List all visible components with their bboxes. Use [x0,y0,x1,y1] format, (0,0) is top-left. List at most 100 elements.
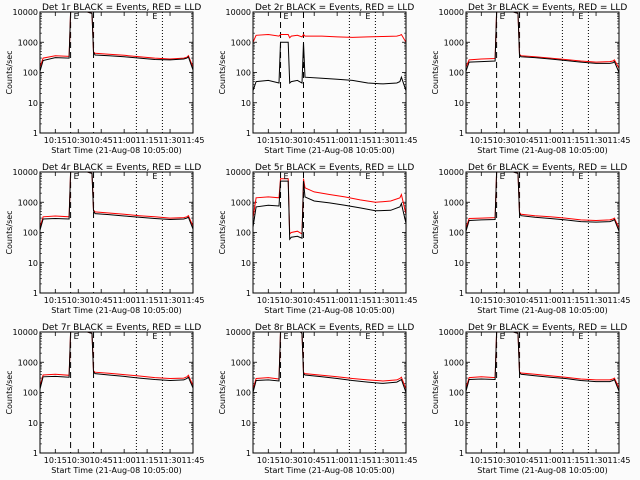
panel-plot: Det 6r BLACK = Events, RED = LLD 1 10 100 10… [431,163,631,315]
x-tick-label: 11:15 [562,136,585,145]
panel-title: Det 5r BLACK = Events, RED = LLD [255,163,414,173]
panel-title: Det 9r BLACK = Events, RED = LLD [468,323,627,333]
x-tick-label: 11:30 [159,456,182,465]
detector-panel: Det 8r BLACK = Events, RED = LLD 1 10 100 10… [213,320,426,480]
y-tick-label: 10000 [439,328,464,337]
panel-plot: Det 3r BLACK = Events, RED = LLD 1 10 100 10… [431,3,631,155]
y-tick-label: 1000 [444,38,464,47]
panel-marker-left: E [74,172,79,181]
events-line [253,332,406,393]
x-tick-label: 10:15 [470,296,493,305]
y-tick-label: 1 [246,449,251,458]
y-tick-label: 1000 [18,38,38,47]
x-tick-label: 10:30 [493,296,516,305]
y-tick-label: 100 [449,389,464,398]
events-line [466,172,619,232]
y-tick-label: 100 [236,229,251,238]
series-group [466,332,619,392]
x-tick-label: 10:15 [44,296,67,305]
panel-marker-left: E [500,12,505,21]
x-tick-label: 10:15 [257,456,280,465]
x-axis-label: Start Time (21-Aug-08 10:05:00) [477,466,608,475]
x-tick-label: 10:15 [257,296,280,305]
x-tick-label: 11:15 [349,136,372,145]
y-axis-label: Counts/sec [431,50,440,94]
y-tick-label: 1 [33,289,38,298]
lld-line [253,178,406,235]
x-tick-label: 11:45 [394,456,417,465]
y-tick-label: 10 [28,259,38,268]
y-axis-label: Counts/sec [218,210,227,254]
x-tick-label: 10:30 [67,136,90,145]
plot-frame [252,11,407,134]
y-tick-label: 1000 [231,358,251,367]
y-tick-label: 10000 [439,8,464,17]
panel-plot: Det 5r BLACK = Events, RED = LLD 1 10 100 10… [218,163,418,315]
y-axis-label: Counts/sec [218,370,227,414]
x-axis-label: Start Time (21-Aug-08 10:05:00) [51,306,182,315]
panel-plot: Det 1r BLACK = Events, RED = LLD 1 10 100 10… [5,3,205,155]
x-tick-label: 11:45 [394,136,417,145]
y-tick-label: 100 [449,229,464,238]
x-axis-label: Start Time (21-Aug-08 10:05:00) [477,306,608,315]
y-tick-label: 100 [449,69,464,78]
x-tick-label: 10:30 [280,456,303,465]
x-tick-label: 11:00 [326,456,349,465]
events-line [40,332,193,390]
x-tick-label: 11:00 [539,456,562,465]
y-tick-label: 10 [28,99,38,108]
series-group [253,33,406,91]
y-tick-label: 10000 [439,168,464,177]
y-tick-label: 10000 [226,8,251,17]
x-tick-label: 11:15 [136,296,159,305]
y-tick-label: 1000 [18,198,38,207]
lld-line [466,12,619,69]
detector-panel: Det 3r BLACK = Events, RED = LLD 1 10 100 10… [426,0,639,160]
plot-frame [39,11,194,134]
panel-marker-left: E [500,332,505,341]
x-tick-label: 10:15 [470,136,493,145]
panel-marker-right: E [578,332,583,341]
plot-frame [39,331,194,454]
events-line [253,41,406,91]
y-tick-label: 1000 [444,358,464,367]
panel-plot: Det 2r BLACK = Events, RED = LLD 1 10 100 10… [218,3,418,155]
x-tick-label: 10:30 [493,136,516,145]
y-axis-label: Counts/sec [431,370,440,414]
x-tick-label: 11:45 [607,456,630,465]
x-tick-label: 11:45 [181,296,204,305]
panel-marker-left: E [74,12,79,21]
x-tick-label: 11:00 [113,296,136,305]
y-axis-label: Counts/sec [5,370,14,414]
y-axis-label: Counts/sec [5,210,14,254]
x-tick-label: 11:15 [136,456,159,465]
y-tick-label: 10000 [13,8,38,17]
y-tick-label: 1 [459,449,464,458]
x-tick-label: 10:30 [67,296,90,305]
x-tick-label: 11:15 [562,456,585,465]
x-tick-label: 11:30 [372,136,395,145]
x-tick-label: 11:30 [372,296,395,305]
panel-title: Det 8r BLACK = Events, RED = LLD [255,323,414,333]
y-tick-label: 1 [246,129,251,138]
y-tick-label: 100 [23,389,38,398]
detector-panel: Det 7r BLACK = Events, RED = LLD 1 10 100 10… [0,320,213,480]
x-tick-label: 11:30 [159,136,182,145]
x-tick-label: 10:45 [90,296,113,305]
events-line [40,12,193,72]
panel-title: Det 2r BLACK = Events, RED = LLD [255,3,414,13]
x-axis-label: Start Time (21-Aug-08 10:05:00) [51,466,182,475]
x-tick-label: 10:30 [280,296,303,305]
y-tick-label: 1000 [231,38,251,47]
x-axis-label: Start Time (21-Aug-08 10:05:00) [51,146,182,155]
panel-marker-left: E [284,12,289,21]
lld-line [40,332,193,387]
y-tick-label: 10 [241,259,251,268]
y-tick-label: 1 [459,289,464,298]
y-axis-label: Counts/sec [218,50,227,94]
y-axis-label: Counts/sec [5,50,14,94]
events-line [466,12,619,73]
panel-marker-right: E [152,172,157,181]
panel-title: Det 7r BLACK = Events, RED = LLD [42,323,201,333]
